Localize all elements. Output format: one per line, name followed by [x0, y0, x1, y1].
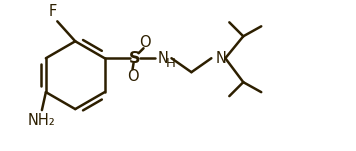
Text: F: F	[48, 4, 57, 19]
Text: O: O	[127, 69, 138, 84]
Text: N: N	[215, 51, 226, 66]
Text: NH₂: NH₂	[28, 113, 56, 128]
Text: N: N	[157, 51, 168, 66]
Text: S: S	[129, 51, 140, 66]
Text: H: H	[166, 57, 176, 70]
Text: O: O	[139, 35, 150, 50]
